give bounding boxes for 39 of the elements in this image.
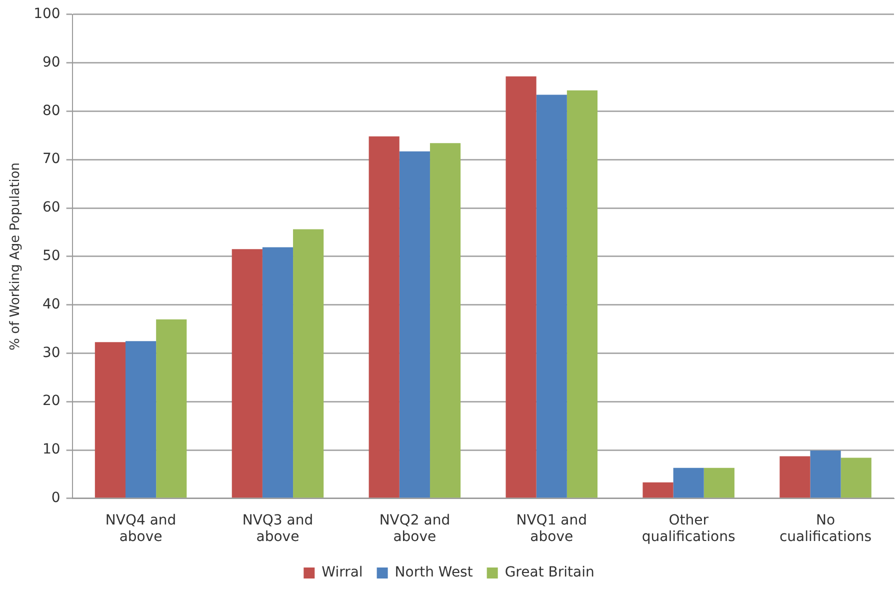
y-tick-label: 10 [42, 442, 60, 458]
y-tick-label: 90 [42, 54, 60, 70]
bar [506, 76, 536, 498]
bar [293, 229, 324, 498]
y-tick-label: 80 [42, 102, 60, 119]
y-tick-label: 0 [51, 490, 60, 506]
x-tick-label: NVQ3 and above [242, 512, 314, 546]
bar [399, 151, 430, 498]
bar [780, 456, 810, 498]
bar [704, 468, 734, 498]
x-tick-label: NVQ1 and above [516, 512, 588, 546]
y-tick-label: 100 [34, 6, 60, 22]
y-tick-label: 40 [42, 296, 60, 312]
y-tick-label: 50 [42, 248, 60, 264]
x-tick-label: NVQ2 and above [379, 512, 450, 546]
y-tick-label: 70 [42, 151, 60, 168]
x-tick-label: NVQ4 and above [105, 512, 176, 546]
y-tick-label: 30 [42, 344, 60, 361]
legend-label: Wirral [322, 564, 363, 581]
y-tick-label: 20 [42, 393, 60, 410]
x-tick-label: Other qualifications [642, 512, 736, 546]
bar [840, 458, 872, 498]
bar [156, 319, 187, 498]
bar [642, 482, 674, 498]
legend-label: North West [394, 564, 474, 581]
bar [673, 468, 704, 498]
bar [368, 136, 400, 498]
x-tick-label: No cualifications [779, 512, 872, 546]
y-axis-title: % of Working Age Population [8, 162, 24, 350]
bar [536, 94, 567, 498]
legend-label: Great Britain [504, 564, 594, 581]
y-tick-label: 60 [42, 200, 60, 216]
bar [430, 143, 461, 498]
bar [262, 247, 294, 498]
bar [94, 342, 126, 498]
bar [126, 341, 156, 498]
bar [232, 249, 262, 498]
bar [810, 450, 841, 498]
bar [566, 90, 598, 498]
